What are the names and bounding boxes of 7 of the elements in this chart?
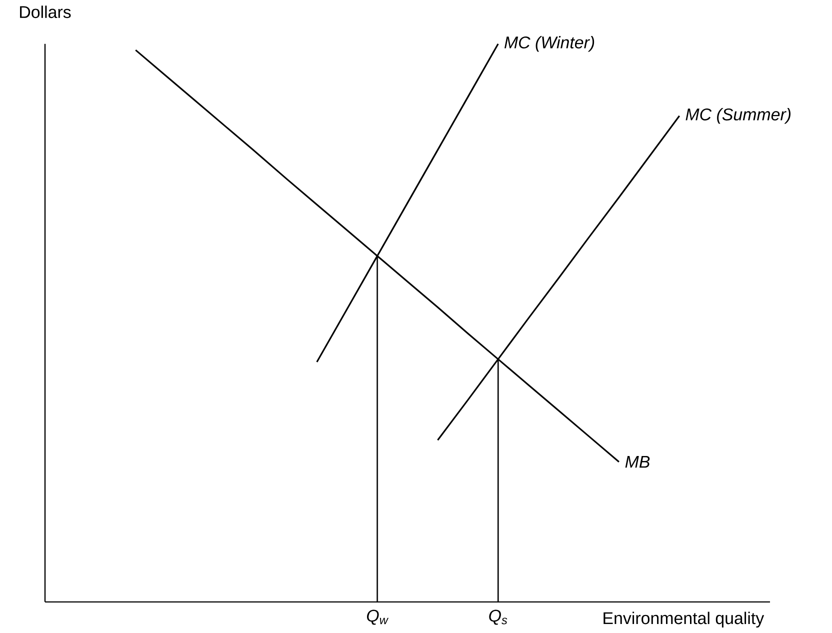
x-tick-label: Q$_{w}$: [367, 610, 389, 625]
y-axis-title: Dollars: [20, 6, 71, 18]
series-label: MC (Winter): [504, 36, 594, 52]
x-tick-label: Q$_{s}$: [489, 610, 508, 625]
x-axis-title: Environmental quality: [604, 612, 764, 628]
series-label: MB: [625, 456, 650, 468]
series-label: MC (Summer): [686, 108, 790, 124]
